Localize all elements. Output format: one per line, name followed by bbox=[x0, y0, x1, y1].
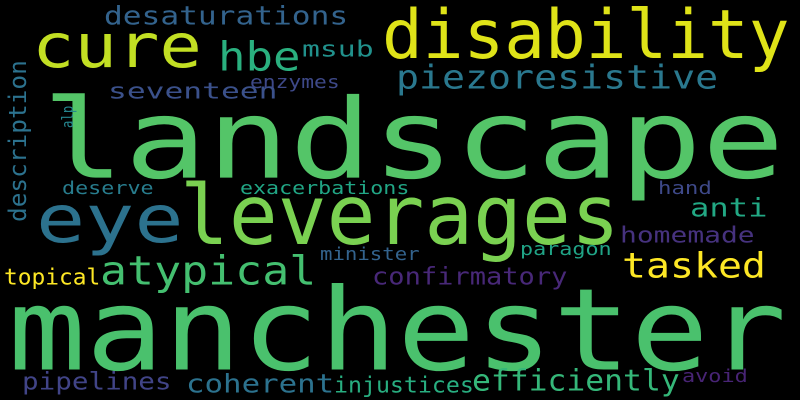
word-pipelines: pipelines bbox=[22, 368, 172, 397]
word-confirmatory: confirmatory bbox=[372, 263, 568, 292]
word-manchester: manchester bbox=[8, 264, 787, 397]
word-minister: minister bbox=[320, 243, 420, 264]
word-injustices: injustices bbox=[334, 371, 474, 399]
word-paragon: paragon bbox=[520, 238, 612, 259]
word-msub: msub bbox=[302, 35, 374, 63]
word-cure: cure bbox=[32, 12, 202, 83]
word-leverages: leverages bbox=[180, 167, 620, 264]
word-hbe: hbe bbox=[218, 33, 301, 81]
word-tasked: tasked bbox=[622, 246, 766, 287]
word-eye: eye bbox=[36, 182, 184, 259]
word-alp: alp bbox=[58, 105, 77, 128]
word-landscape: landscape bbox=[42, 75, 785, 204]
word-piezoresistive: piezoresistive bbox=[396, 58, 719, 97]
word-topical: topical bbox=[4, 263, 101, 291]
word-hand: hand bbox=[658, 177, 712, 198]
word-exacerbations: exacerbations bbox=[240, 177, 410, 198]
word-anti: anti bbox=[690, 192, 768, 224]
word-disability: disability bbox=[382, 0, 790, 75]
word-desaturations: desaturations bbox=[104, 0, 349, 32]
word-homemade: homemade bbox=[620, 221, 755, 249]
word-seventeen: seventeen bbox=[108, 77, 278, 105]
word-avoid: avoid bbox=[682, 365, 748, 386]
word-atypical: atypical bbox=[100, 247, 317, 295]
word-coherent: coherent bbox=[186, 368, 335, 400]
word-description: description bbox=[4, 60, 32, 223]
word-deserve: deserve bbox=[62, 177, 154, 198]
word-efficiently: efficiently bbox=[472, 362, 680, 399]
word-enzymes: enzymes bbox=[250, 71, 340, 92]
